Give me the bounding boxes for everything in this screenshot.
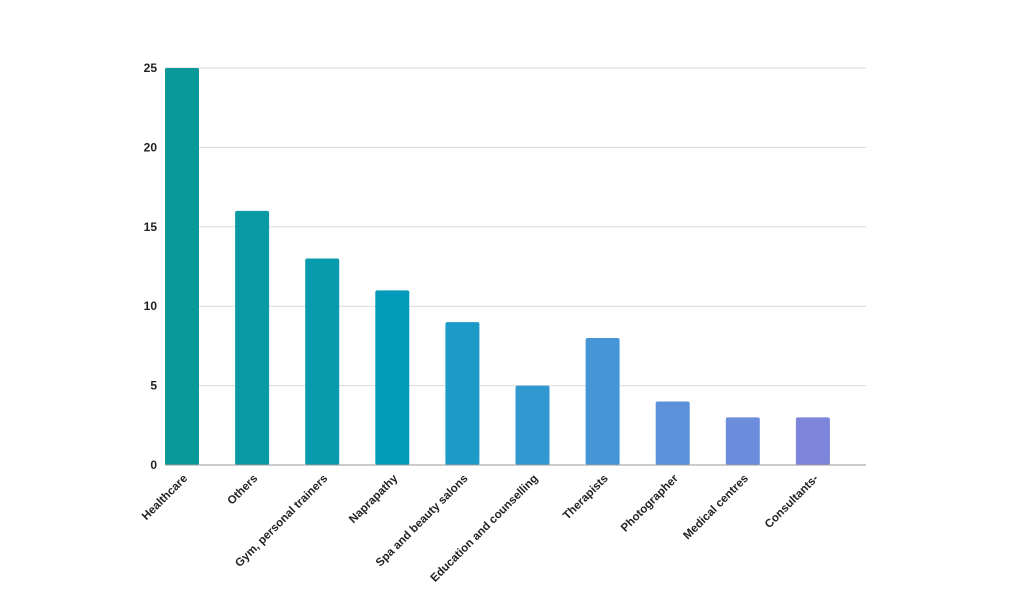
x-tick-label: Medical centres — [681, 473, 751, 543]
x-tick-label: Naprapathy — [347, 472, 401, 526]
bar-gym-personal-trainers — [305, 258, 340, 465]
x-tick-label: Therapists — [561, 473, 611, 523]
bar-consultants — [795, 417, 830, 465]
bar-medical-centres — [725, 417, 760, 465]
x-tick-label: Photographer — [619, 472, 681, 534]
bar-spa-and-beauty-salons — [445, 322, 480, 465]
y-axis-ticks: 0 5 10 15 20 25 — [144, 61, 158, 472]
y-tick-label-20: 20 — [144, 140, 158, 154]
y-tick-label-0: 0 — [150, 458, 157, 472]
bar-others — [235, 210, 270, 465]
y-tick-label-15: 15 — [144, 220, 158, 234]
bar-healthcare — [165, 68, 199, 465]
bar-photographer — [655, 401, 690, 465]
bars — [165, 68, 830, 465]
bar-therapists — [585, 337, 620, 465]
y-tick-label-10: 10 — [144, 299, 158, 313]
bar-education-and-counselling — [515, 385, 550, 465]
gridlines — [165, 67, 866, 387]
x-tick-label: Others — [226, 473, 261, 508]
x-tick-label: Healthcare — [140, 473, 190, 523]
bar-naprapathy — [375, 290, 410, 465]
y-tick-label-5: 5 — [150, 379, 157, 393]
x-tick-label: Consultants- — [763, 473, 821, 531]
y-tick-label-25: 25 — [144, 61, 158, 75]
